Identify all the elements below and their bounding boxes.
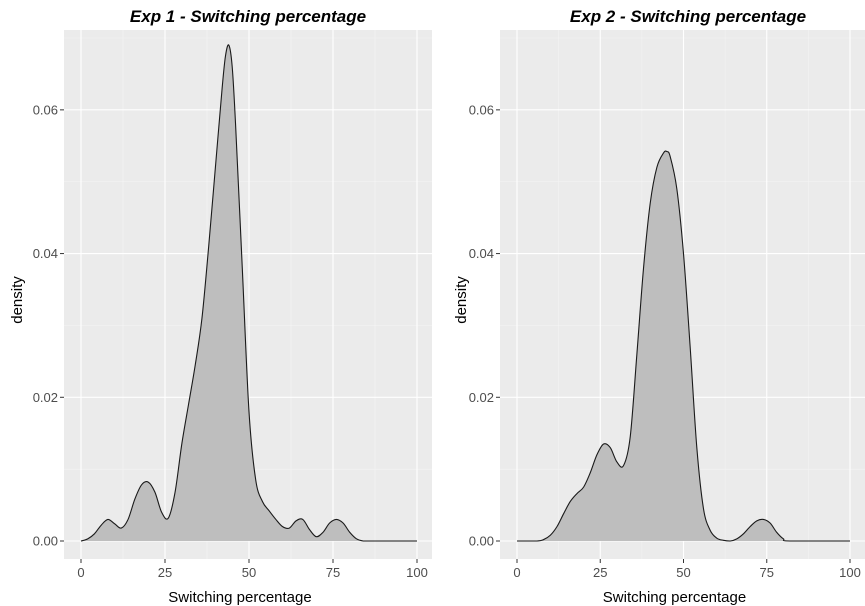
x-tick-label: 25 <box>158 565 172 580</box>
density-area <box>517 151 850 542</box>
x-tick-label: 0 <box>77 565 84 580</box>
x-tick-label: 75 <box>326 565 340 580</box>
x-tick-label: 0 <box>513 565 520 580</box>
y-tick-label: 0.06 <box>469 102 494 117</box>
y-tick-label: 0.04 <box>33 246 58 261</box>
y-tick-label: 0.02 <box>469 390 494 405</box>
y-axis-title: density <box>453 276 470 324</box>
x-axis-title: Switching percentage <box>168 589 311 606</box>
y-tick-label: 0.00 <box>33 534 58 549</box>
x-tick-label: 100 <box>406 565 428 580</box>
x-tick-label: 75 <box>760 565 774 580</box>
x-tick-label: 50 <box>242 565 256 580</box>
y-tick-label: 0.02 <box>33 390 58 405</box>
chart-title: Exp 2 - Switching percentage <box>570 7 806 26</box>
panel-1: 0 25 50 75 100 0.00 0.02 0.04 0.06 Exp 1 - Switch… <box>9 7 432 606</box>
x-axis-title: Switching percentage <box>603 589 746 606</box>
x-tick-label: 25 <box>593 565 607 580</box>
density-line <box>80 44 417 542</box>
y-axis-title: density <box>9 276 26 324</box>
panel-2: 0 25 50 75 100 0.00 0.02 0.04 0.06 Exp 2 - Switch… <box>453 7 865 606</box>
y-tick-label: 0.00 <box>469 534 494 549</box>
density-line <box>516 150 850 542</box>
y-tick-label: 0.04 <box>469 246 494 261</box>
x-tick-label: 50 <box>676 565 690 580</box>
density-area <box>81 44 417 542</box>
x-tick-label: 100 <box>839 565 861 580</box>
chart-title: Exp 1 - Switching percentage <box>130 7 366 26</box>
y-tick-label: 0.06 <box>33 102 58 117</box>
